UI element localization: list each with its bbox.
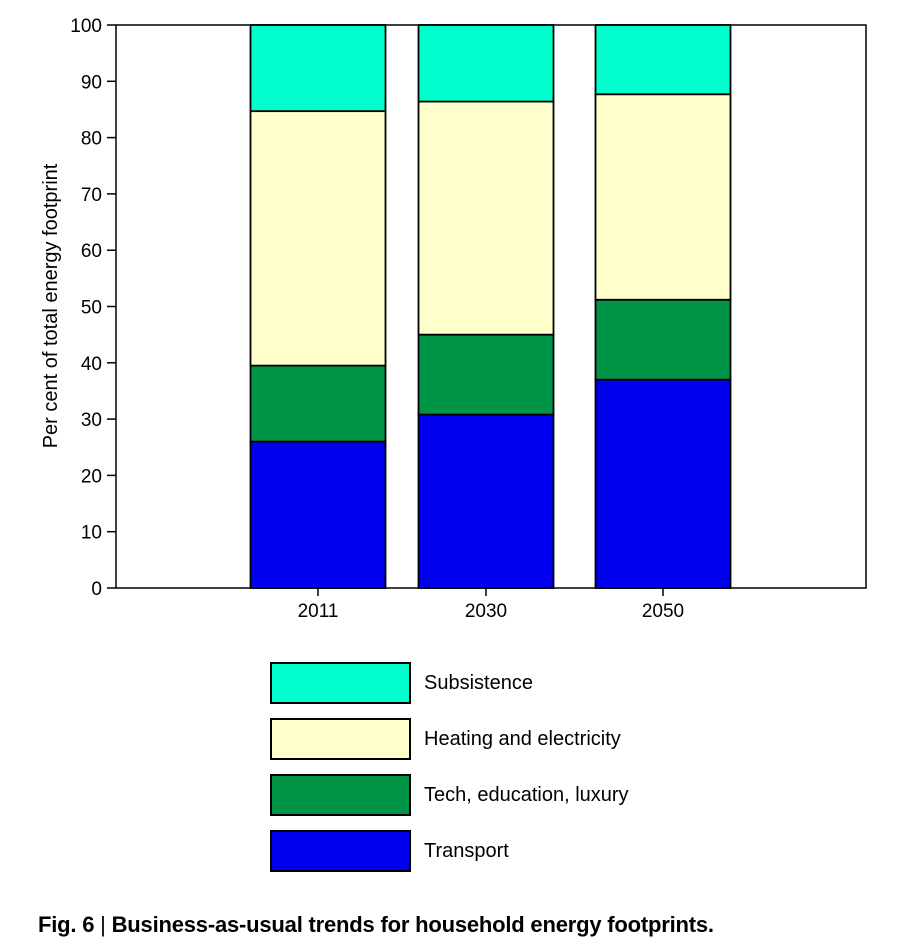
bar-2050-subsistence xyxy=(594,24,732,96)
y-tick-label-50: 50 xyxy=(81,298,102,319)
legend-swatch-subsistence xyxy=(270,662,411,704)
y-tick-label-90: 90 xyxy=(81,72,102,93)
bar-2011-tech-education-luxury xyxy=(249,364,387,443)
legend-label-subsistence: Subsistence xyxy=(424,672,533,694)
legend-item-heating: Heating and electricity xyxy=(270,718,690,762)
bar-2030-heating-and-electricity xyxy=(417,100,555,336)
caption-text: Business-as-usual trends for household e… xyxy=(111,912,714,937)
y-tick-label-80: 80 xyxy=(81,129,102,150)
legend-item-tech: Tech, education, luxury xyxy=(270,774,690,818)
legend-label-heating: Heating and electricity xyxy=(424,728,621,750)
y-axis: 0 10 20 30 40 50 60 70 80 90 100 xyxy=(70,16,116,600)
caption-separator: | xyxy=(100,912,106,937)
legend-item-transport: Transport xyxy=(270,830,690,874)
bar-2050-heating-and-electricity xyxy=(594,93,732,301)
bar-2030-transport xyxy=(417,413,555,589)
y-tick-label-10: 10 xyxy=(81,523,102,544)
y-tick-label-0: 0 xyxy=(91,579,102,600)
legend-item-subsistence: Subsistence xyxy=(270,662,690,706)
bars xyxy=(249,24,732,589)
y-axis-title: Per cent of total energy footprint xyxy=(40,163,62,448)
bar-2050-tech-education-luxury xyxy=(594,298,732,381)
y-tick-label-100: 100 xyxy=(70,16,102,37)
bar-2011-transport xyxy=(249,440,387,589)
bar-2011-heating-and-electricity xyxy=(249,110,387,367)
y-tick-label-20: 20 xyxy=(81,466,102,487)
legend-swatch-transport xyxy=(270,830,411,872)
figure-number: Fig. 6 xyxy=(38,912,95,937)
x-tick-label-2030: 2030 xyxy=(465,601,507,622)
bar-2011-subsistence xyxy=(249,24,387,113)
y-tick-label-70: 70 xyxy=(81,185,102,206)
bar-2050-transport xyxy=(594,378,732,589)
x-tick-label-2050: 2050 xyxy=(642,601,684,622)
legend-swatch-tech xyxy=(270,774,411,816)
x-tick-label-2011: 2011 xyxy=(298,601,339,622)
legend-label-tech: Tech, education, luxury xyxy=(424,784,629,806)
bar-2030-tech-education-luxury xyxy=(417,333,555,416)
y-tick-label-40: 40 xyxy=(81,354,102,375)
bar-2030-subsistence xyxy=(417,24,555,103)
y-tick-label-30: 30 xyxy=(81,410,102,431)
legend-label-transport: Transport xyxy=(424,840,509,862)
legend-swatch-heating xyxy=(270,718,411,760)
figure-caption: Fig. 6 | Business-as-usual trends for ho… xyxy=(38,912,714,938)
x-axis: 2011 2030 2050 xyxy=(298,588,684,622)
y-tick-label-60: 60 xyxy=(81,241,102,262)
